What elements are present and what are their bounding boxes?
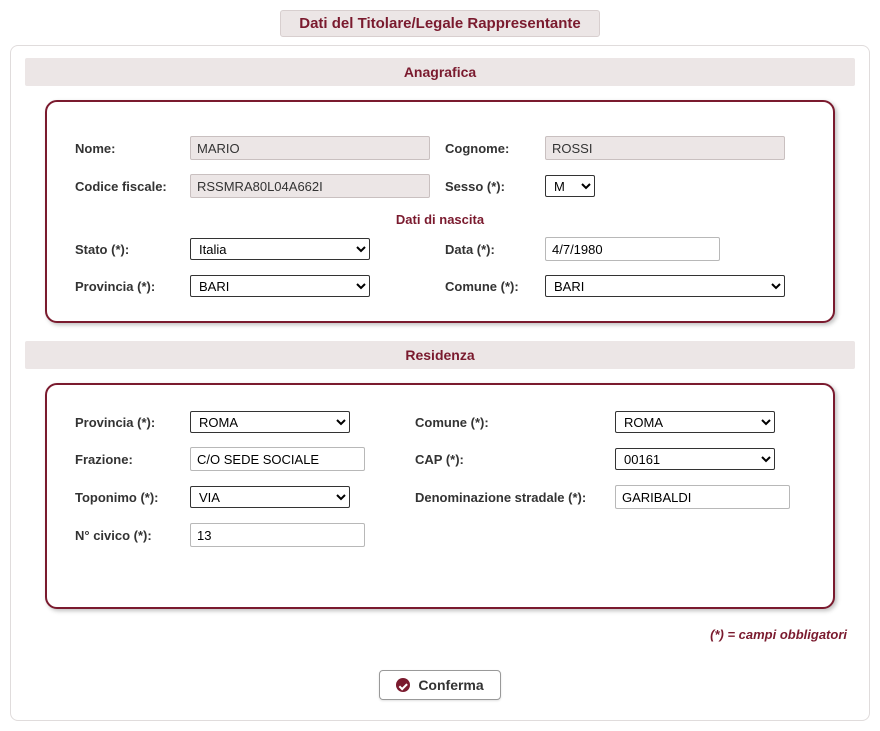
cap-select[interactable]: 00161 xyxy=(615,448,775,470)
label-toponimo: Toponimo (*): xyxy=(75,490,190,505)
label-sesso: Sesso (*): xyxy=(445,179,545,194)
frazione-input[interactable] xyxy=(190,447,365,471)
civico-input[interactable] xyxy=(190,523,365,547)
anagrafica-panel: Nome: Cognome: Codice fiscale: Sesso (*)… xyxy=(45,100,835,323)
denom-input[interactable] xyxy=(615,485,790,509)
row-cf-sesso: Codice fiscale: Sesso (*): M xyxy=(75,174,805,198)
check-icon xyxy=(396,678,410,692)
label-prov-nascita: Provincia (*): xyxy=(75,279,190,294)
button-row: Conferma xyxy=(25,670,855,700)
anagrafica-header: Anagrafica xyxy=(25,58,855,86)
provincia-nascita-select[interactable]: BARI xyxy=(190,275,370,297)
nome-input xyxy=(190,136,430,160)
label-cognome: Cognome: xyxy=(445,141,545,156)
label-cf: Codice fiscale: xyxy=(75,179,190,194)
res-provincia-select[interactable]: ROMA xyxy=(190,411,350,433)
row-civico: N° civico (*): xyxy=(75,523,805,547)
row-prov-comune: Provincia (*): BARI Comune (*): BARI xyxy=(75,275,805,297)
row-res-prov-comune: Provincia (*): ROMA Comune (*): ROMA xyxy=(75,411,805,433)
page-title: Dati del Titolare/Legale Rappresentante xyxy=(280,10,599,37)
label-stato: Stato (*): xyxy=(75,242,190,257)
label-res-comune: Comune (*): xyxy=(415,415,615,430)
nascita-subheader: Dati di nascita xyxy=(75,212,805,227)
required-note: (*) = campi obbligatori xyxy=(25,627,847,642)
label-nome: Nome: xyxy=(75,141,190,156)
confirm-label: Conferma xyxy=(418,677,483,693)
label-comune-nascita: Comune (*): xyxy=(445,279,545,294)
form-container: Anagrafica Nome: Cognome: Codice fiscale… xyxy=(10,45,870,721)
res-comune-select[interactable]: ROMA xyxy=(615,411,775,433)
confirm-button[interactable]: Conferma xyxy=(379,670,500,700)
row-topo-denom: Toponimo (*): VIA Denominazione stradale… xyxy=(75,485,805,509)
data-input[interactable] xyxy=(545,237,720,261)
cf-input xyxy=(190,174,430,198)
row-fraz-cap: Frazione: CAP (*): 00161 xyxy=(75,447,805,471)
residenza-header: Residenza xyxy=(25,341,855,369)
row-nome-cognome: Nome: Cognome: xyxy=(75,136,805,160)
label-res-prov: Provincia (*): xyxy=(75,415,190,430)
cognome-input xyxy=(545,136,785,160)
stato-select[interactable]: Italia xyxy=(190,238,370,260)
label-cap: CAP (*): xyxy=(415,452,615,467)
toponimo-select[interactable]: VIA xyxy=(190,486,350,508)
label-frazione: Frazione: xyxy=(75,452,190,467)
residenza-panel: Provincia (*): ROMA Comune (*): ROMA Fra… xyxy=(45,383,835,609)
row-stato-data: Stato (*): Italia Data (*): xyxy=(75,237,805,261)
label-data: Data (*): xyxy=(445,242,545,257)
label-denom: Denominazione stradale (*): xyxy=(415,490,615,505)
comune-nascita-select[interactable]: BARI xyxy=(545,275,785,297)
label-civico: N° civico (*): xyxy=(75,528,190,543)
page-title-wrap: Dati del Titolare/Legale Rappresentante xyxy=(10,10,870,37)
sesso-select[interactable]: M xyxy=(545,175,595,197)
